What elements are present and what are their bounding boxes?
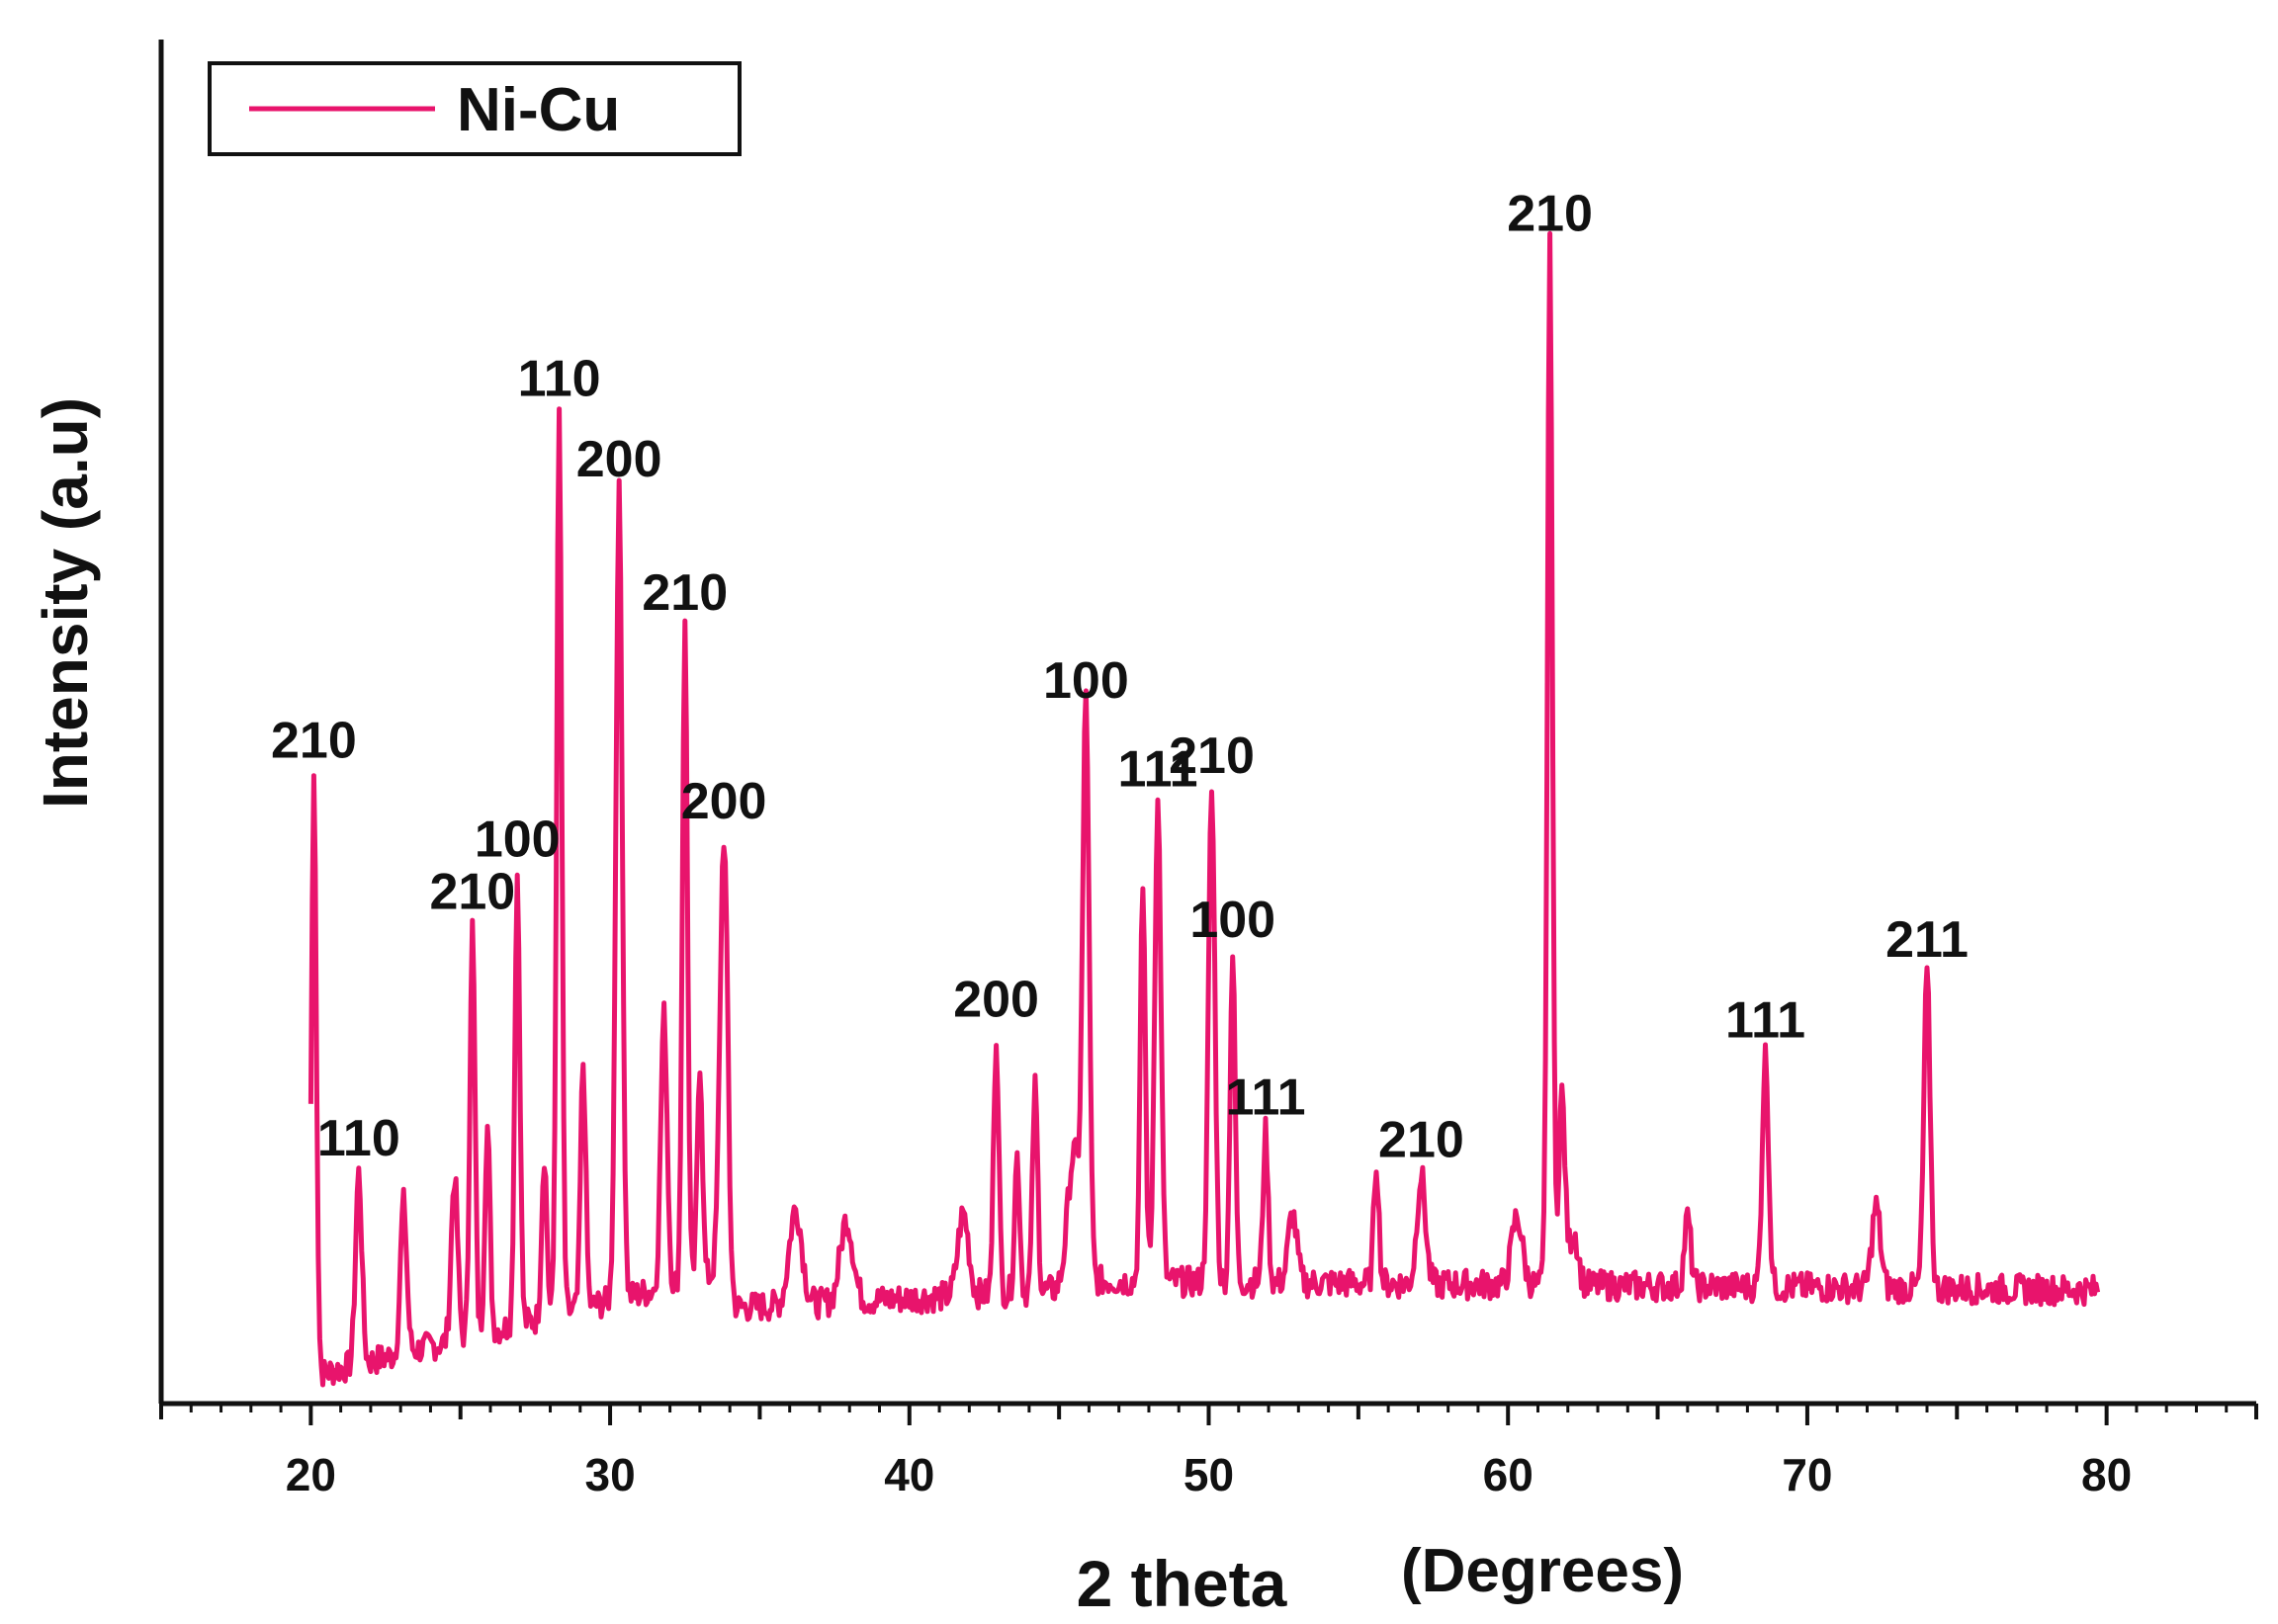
x-tick-label: 50	[1183, 1449, 1234, 1500]
x-axis: 20 30 40 50 60 70 80	[159, 1401, 2258, 1500]
legend: Ni-Cu	[208, 61, 742, 156]
peak-label: 110	[518, 351, 601, 408]
x-axis-unit: (Degrees)	[1401, 1537, 1684, 1605]
y-axis-label: Intensity (a.u)	[30, 397, 101, 809]
peak-label: 210	[1378, 1111, 1464, 1168]
peak-label: 200	[953, 971, 1039, 1028]
peak-label: 111	[1118, 740, 1198, 798]
peak-label: 100	[1189, 892, 1275, 949]
series-line-ni-cu	[307, 230, 2101, 1388]
x-tick-label: 80	[2081, 1449, 2132, 1500]
peak-label: 210	[642, 564, 728, 622]
peak-label: 200	[576, 431, 662, 488]
x-tick-label: 30	[584, 1449, 635, 1500]
peak-annotations: 2101102101001102002102002001001112101001…	[271, 185, 1969, 1168]
peak-label: 111	[1725, 991, 1805, 1049]
legend-label-ni-cu: Ni-Cu	[457, 76, 620, 144]
x-tick-label: 40	[884, 1449, 934, 1500]
x-tick-label: 60	[1483, 1449, 1533, 1500]
peak-label: 210	[429, 863, 515, 920]
peak-label: 100	[1043, 652, 1129, 710]
peak-label: 200	[681, 773, 767, 830]
peak-label: 111	[1226, 1069, 1306, 1127]
x-tick-label: 70	[1782, 1449, 1832, 1500]
peak-label: 210	[1169, 727, 1255, 785]
series-layer	[307, 230, 2101, 1388]
peak-label: 211	[1885, 911, 1969, 969]
peak-label: 110	[317, 1110, 400, 1167]
peak-label: 210	[1507, 185, 1593, 242]
peak-label: 210	[271, 712, 357, 769]
x-axis-label: 2 theta	[1077, 1547, 1288, 1620]
x-tick-label: 20	[286, 1449, 336, 1500]
peak-label: 100	[475, 812, 561, 869]
